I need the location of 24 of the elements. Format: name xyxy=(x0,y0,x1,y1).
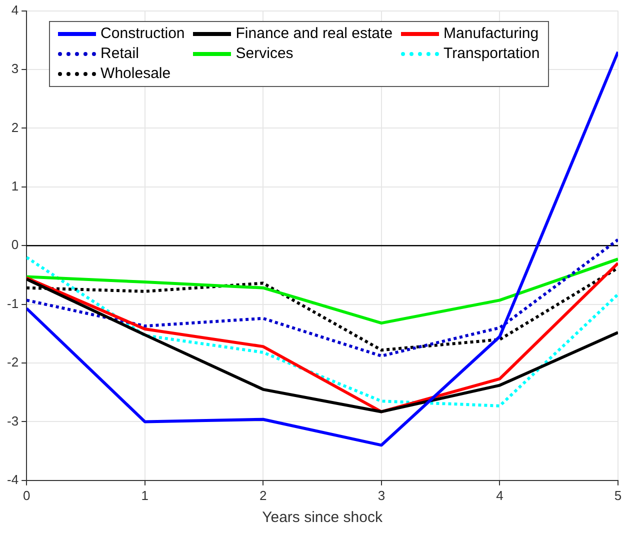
legend-label: Construction xyxy=(100,25,185,42)
x-tick-label: 2 xyxy=(260,488,267,503)
legend-label: Wholesale xyxy=(100,65,171,82)
x-tick-label: 5 xyxy=(614,488,622,503)
legend-label: Retail xyxy=(100,45,139,62)
y-tick-label: -2 xyxy=(6,354,19,370)
x-tick-label: 3 xyxy=(378,488,386,503)
y-tick-label: 2 xyxy=(11,120,19,135)
y-tick-label: 1 xyxy=(11,178,19,194)
legend-label: Services xyxy=(236,45,294,62)
y-tick-label: 4 xyxy=(11,2,19,18)
y-tick-label: 0 xyxy=(11,237,19,252)
y-tick-label: -3 xyxy=(6,413,19,428)
legend-label: Finance and real estate xyxy=(236,25,393,42)
y-tick-label: -4 xyxy=(6,472,19,487)
line-series xyxy=(26,238,618,358)
x-axis-title: Years since shock xyxy=(262,509,383,526)
y-tick-label: 3 xyxy=(11,61,19,76)
legend-label: Manufacturing xyxy=(444,25,539,42)
x-tick-label: 4 xyxy=(496,488,504,503)
legend-label: Transportation xyxy=(444,45,540,62)
y-tick-label: -1 xyxy=(6,296,19,311)
x-tick-label: 0 xyxy=(22,488,30,503)
x-tick-label: 1 xyxy=(141,488,148,503)
